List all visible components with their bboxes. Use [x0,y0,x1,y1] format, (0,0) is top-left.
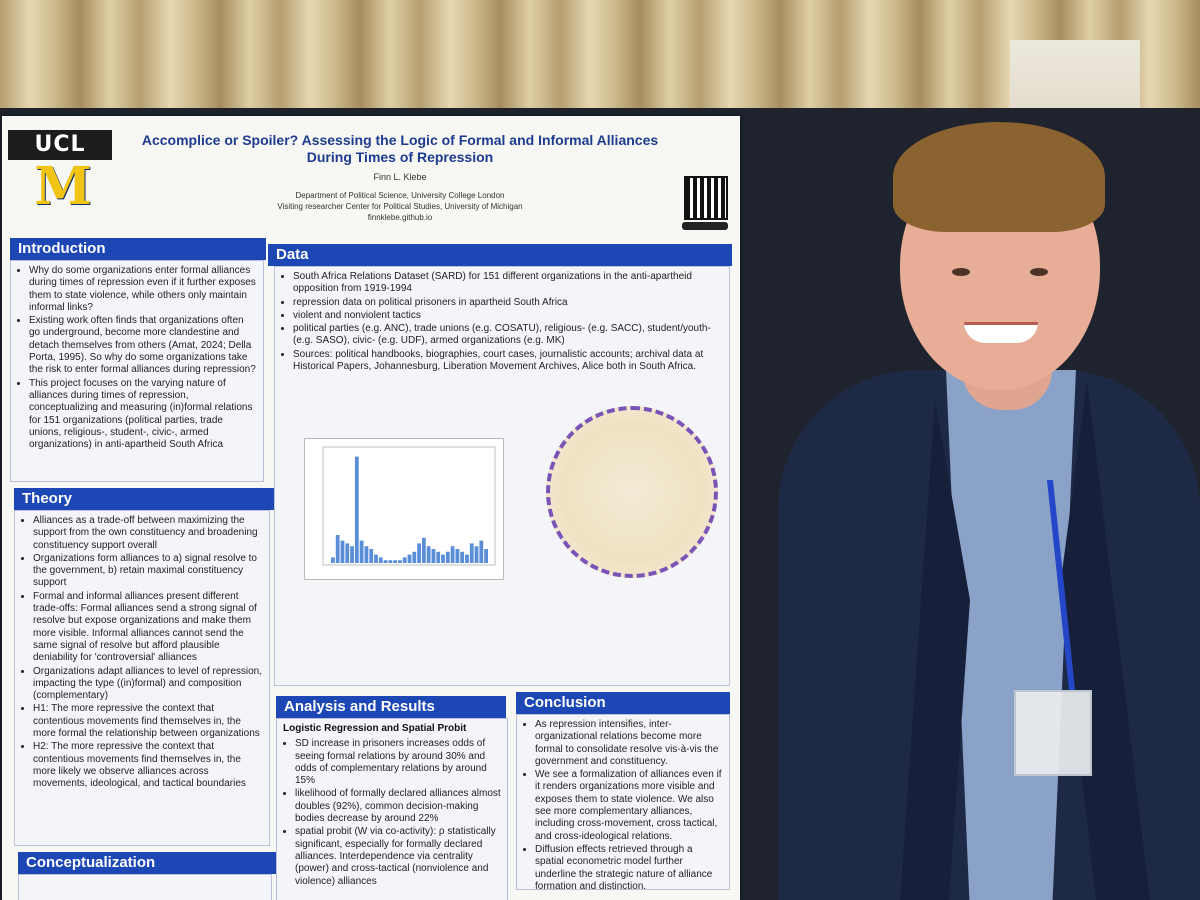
chart-bar [484,549,488,563]
name-badge [1014,690,1092,776]
chart-bars [331,456,488,563]
chart-bar [359,540,364,563]
list-item: Organizations adapt alliances to level o… [33,666,263,703]
chart-bar [354,456,359,563]
research-poster: UCL M Accomplice or Spoiler? Assessing t… [2,116,740,900]
list-item: repression data on political prisoners i… [293,297,723,309]
chart-bar [331,557,335,563]
chart-bar [412,551,417,563]
chart-bar [431,549,436,563]
smile [964,322,1038,343]
list-item: Alliances as a trade-off between maximiz… [33,515,263,552]
conceptualization-heading: Conceptualization [18,852,276,874]
chart-bar [455,549,460,563]
chart-bar [383,560,388,563]
conclusion-list: As repression intensifies, inter-organiz… [523,719,723,893]
chart-bar [474,546,479,563]
poster-author: Finn L. Klebe [373,172,427,182]
chart-bar [469,543,474,563]
introduction-list: Why do some organizations enter formal a… [17,265,257,451]
affiliation-line-1: Department of Political Science, Univers… [295,191,505,200]
presenter-shirt [946,370,1076,900]
list-item: We see a formalization of alliances even… [535,769,723,843]
conclusion-body: As repression intensifies, inter-organiz… [516,714,730,893]
list-item: Organizations form alliances to a) signa… [33,553,263,590]
michigan-logo: M [34,156,92,217]
prisoner-bar-chart [304,438,504,580]
theory-heading: Theory [14,488,274,510]
list-item: Sources: political handbooks, biographie… [293,349,723,374]
presenter-hair [893,122,1105,232]
list-item: Existing work often finds that organizat… [29,315,257,376]
chart-bar [445,551,450,563]
chart-bar [369,549,374,563]
list-item: SD increase in prisoners increases odds … [295,738,501,787]
chart-bar [417,543,421,563]
analysis-list: SD increase in prisoners increases odds … [283,738,501,888]
list-item: spatial probit (W via co-activity): ρ st… [295,826,501,887]
conceptualization-body [18,874,272,900]
left-eye [952,268,970,276]
analysis-subheading: Logistic Regression and Spatial Probit [283,723,467,734]
chart-bar [460,551,465,563]
list-item: Diffusion effects retrieved through a sp… [535,844,723,893]
chart-bar [364,546,369,563]
poster-affiliation: Department of Political Science, Univers… [120,190,680,223]
data-heading: Data [268,244,732,266]
chart-bar [374,554,378,563]
chart-bar [421,537,426,563]
list-item: South Africa Relations Dataset (SARD) fo… [293,271,723,296]
chart-bar [340,540,345,563]
chart-bar [407,554,412,563]
qr-code-icon [684,176,728,220]
theory-body: Alliances as a trade-off between maximiz… [14,510,270,846]
chart-bar [402,557,407,563]
data-list: South Africa Relations Dataset (SARD) fo… [281,271,723,373]
chart-bar [426,546,431,563]
list-item: H2: The more repressive the context that… [33,741,263,790]
right-eye [1030,268,1048,276]
list-item: violent and nonviolent tactics [293,310,723,322]
chart-bar [378,557,383,563]
chart-bar [393,560,398,563]
list-item: Formal and informal alliances present di… [33,591,263,665]
chart-bar [465,554,469,563]
chart-frame [322,446,496,566]
qr-label [682,222,728,230]
introduction-body: Why do some organizations enter formal a… [10,260,264,482]
theory-list: Alliances as a trade-off between maximiz… [21,515,263,791]
chart-bar [388,560,393,563]
chart-bar [441,554,445,563]
list-item: Why do some organizations enter formal a… [29,265,257,314]
list-item: political parties (e.g. ANC), trade unio… [293,323,723,348]
chart-bar [479,540,484,563]
conclusion-heading: Conclusion [516,692,730,714]
ucl-logo: UCL [8,130,112,160]
alliance-network-plot [546,406,718,578]
chart-bar [335,535,340,563]
list-item: likelihood of formally declared alliance… [295,788,501,825]
list-item: This project focuses on the varying natu… [29,378,257,452]
affiliation-line-2: Visiting researcher Center for Political… [277,202,523,211]
chart-bar [350,546,354,563]
list-item: As repression intensifies, inter-organiz… [535,719,723,768]
website: finnklebe.github.io [367,213,433,222]
poster-title: Accomplice or Spoiler? Assessing the Log… [141,132,659,165]
analysis-body: Logistic Regression and Spatial Probit S… [276,718,508,900]
chart-bar [450,546,455,563]
analysis-heading: Analysis and Results [276,696,506,718]
chart-bar [436,551,441,563]
chart-bar [345,543,350,563]
chart-bar [398,560,402,563]
introduction-heading: Introduction [10,238,266,260]
list-item: H1: The more repressive the context that… [33,703,263,740]
